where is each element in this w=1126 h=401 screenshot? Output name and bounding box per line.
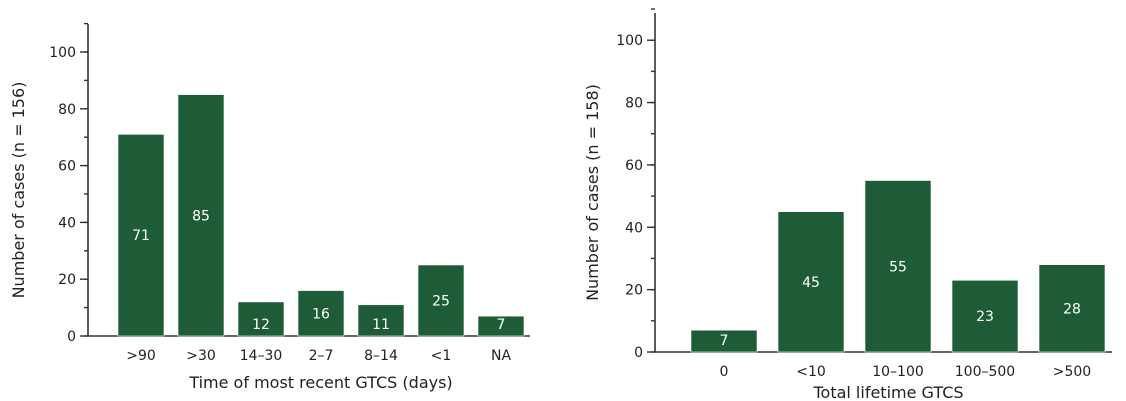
bar-data-label: 7 bbox=[720, 333, 729, 349]
y-axis-title: Number of cases (n = 156) bbox=[9, 82, 28, 299]
bar-data-label: 28 bbox=[1063, 301, 1081, 317]
bar bbox=[297, 290, 345, 337]
bar-data-label: 55 bbox=[889, 259, 907, 275]
x-axis-title: Total lifetime GTCS bbox=[812, 383, 963, 401]
bar bbox=[951, 279, 1019, 353]
chart-recent-gtcs: 0 20 40 60 80 100 71 >90 85 >30 12 14–30 16 2–7 11 8–14… bbox=[9, 22, 530, 392]
bar-data-label: 45 bbox=[802, 275, 820, 291]
y-tick-label: 100 bbox=[616, 33, 643, 49]
x-tick-label: <10 bbox=[796, 364, 826, 380]
y-tick-label: 20 bbox=[625, 283, 643, 299]
x-tick-label: >500 bbox=[1053, 364, 1091, 380]
bar-data-label: 16 bbox=[312, 306, 330, 322]
bar-data-label: 23 bbox=[976, 309, 994, 325]
bar bbox=[690, 329, 758, 353]
x-tick-label: 8–14 bbox=[364, 348, 398, 364]
x-tick-label: 100–500 bbox=[955, 364, 1015, 380]
x-tick-label: >90 bbox=[126, 348, 156, 364]
bar bbox=[864, 180, 932, 353]
x-tick-label: 10–100 bbox=[872, 364, 924, 380]
y-tick-label: 60 bbox=[58, 159, 76, 175]
y-tick-label: 100 bbox=[49, 45, 76, 61]
y-tick-label: 0 bbox=[634, 345, 643, 361]
bar-data-label: 71 bbox=[132, 228, 150, 244]
y-tick-label: 80 bbox=[625, 96, 643, 112]
x-tick-label: NA bbox=[491, 348, 511, 364]
bar bbox=[417, 264, 465, 337]
x-tick-label: 2–7 bbox=[309, 348, 334, 364]
x-tick-label: <1 bbox=[431, 348, 452, 364]
y-tick-label: 80 bbox=[58, 102, 76, 118]
bar-data-label: 25 bbox=[432, 294, 450, 310]
bar-data-label: 85 bbox=[192, 208, 210, 224]
bar bbox=[1038, 264, 1106, 353]
bar-data-label: 7 bbox=[497, 317, 506, 333]
y-tick-label: 0 bbox=[67, 329, 76, 345]
x-tick-label: >30 bbox=[186, 348, 216, 364]
bar-data-label: 12 bbox=[252, 317, 270, 333]
y-tick-label: 20 bbox=[58, 272, 76, 288]
bar bbox=[117, 134, 165, 337]
x-tick-label: 14–30 bbox=[240, 348, 283, 364]
y-tick-label: 60 bbox=[625, 158, 643, 174]
bar bbox=[237, 301, 285, 337]
bar-data-label: 11 bbox=[372, 317, 390, 333]
y-tick-label: 40 bbox=[58, 215, 76, 231]
y-axis-title: Number of cases (n = 158) bbox=[583, 84, 602, 301]
bar bbox=[357, 304, 405, 337]
bar bbox=[777, 211, 845, 353]
y-tick-label: 40 bbox=[625, 220, 643, 236]
bar bbox=[177, 94, 225, 337]
x-axis-title: Time of most recent GTCS (days) bbox=[188, 373, 452, 392]
bar bbox=[477, 315, 525, 337]
chart-lifetime-gtcs: 0 20 40 60 80 100 7 0 45 <10 55 10–100 23 100–500 28 >5… bbox=[583, 8, 1112, 401]
x-tick-label: 0 bbox=[720, 364, 729, 380]
